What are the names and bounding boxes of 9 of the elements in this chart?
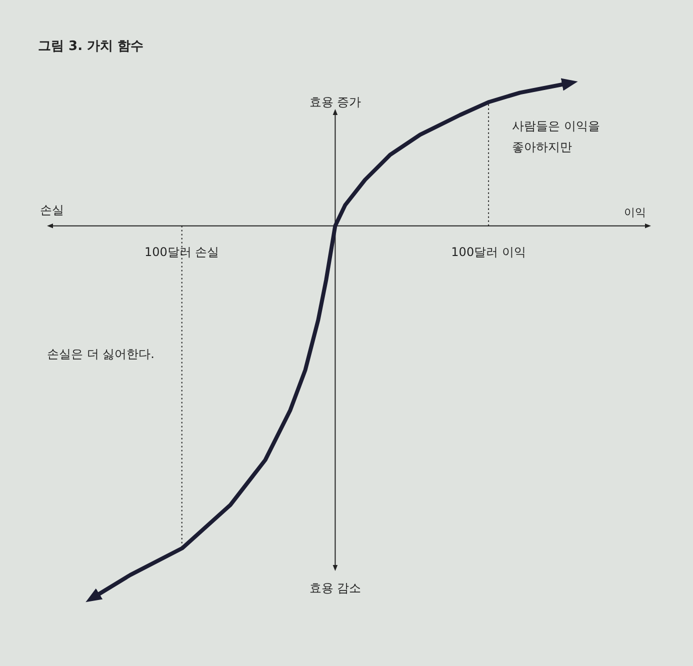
annotation: 효용 감소 xyxy=(309,581,362,595)
annotation: 손실 xyxy=(40,202,64,217)
annotation: 손실은 더 싫어한다. xyxy=(47,347,154,361)
x-axis-title: 이익 xyxy=(624,206,646,219)
x-tick-label: 100달러 이익 xyxy=(451,244,526,259)
y-axis-title: 효용 증가 xyxy=(309,95,362,109)
x-tick-label: 100달러 손실 xyxy=(144,244,220,259)
chart-title: 그림 3. 가치 함수 xyxy=(38,39,144,54)
annotation: 사람들은 이익을 좋아하지만 xyxy=(512,119,600,154)
